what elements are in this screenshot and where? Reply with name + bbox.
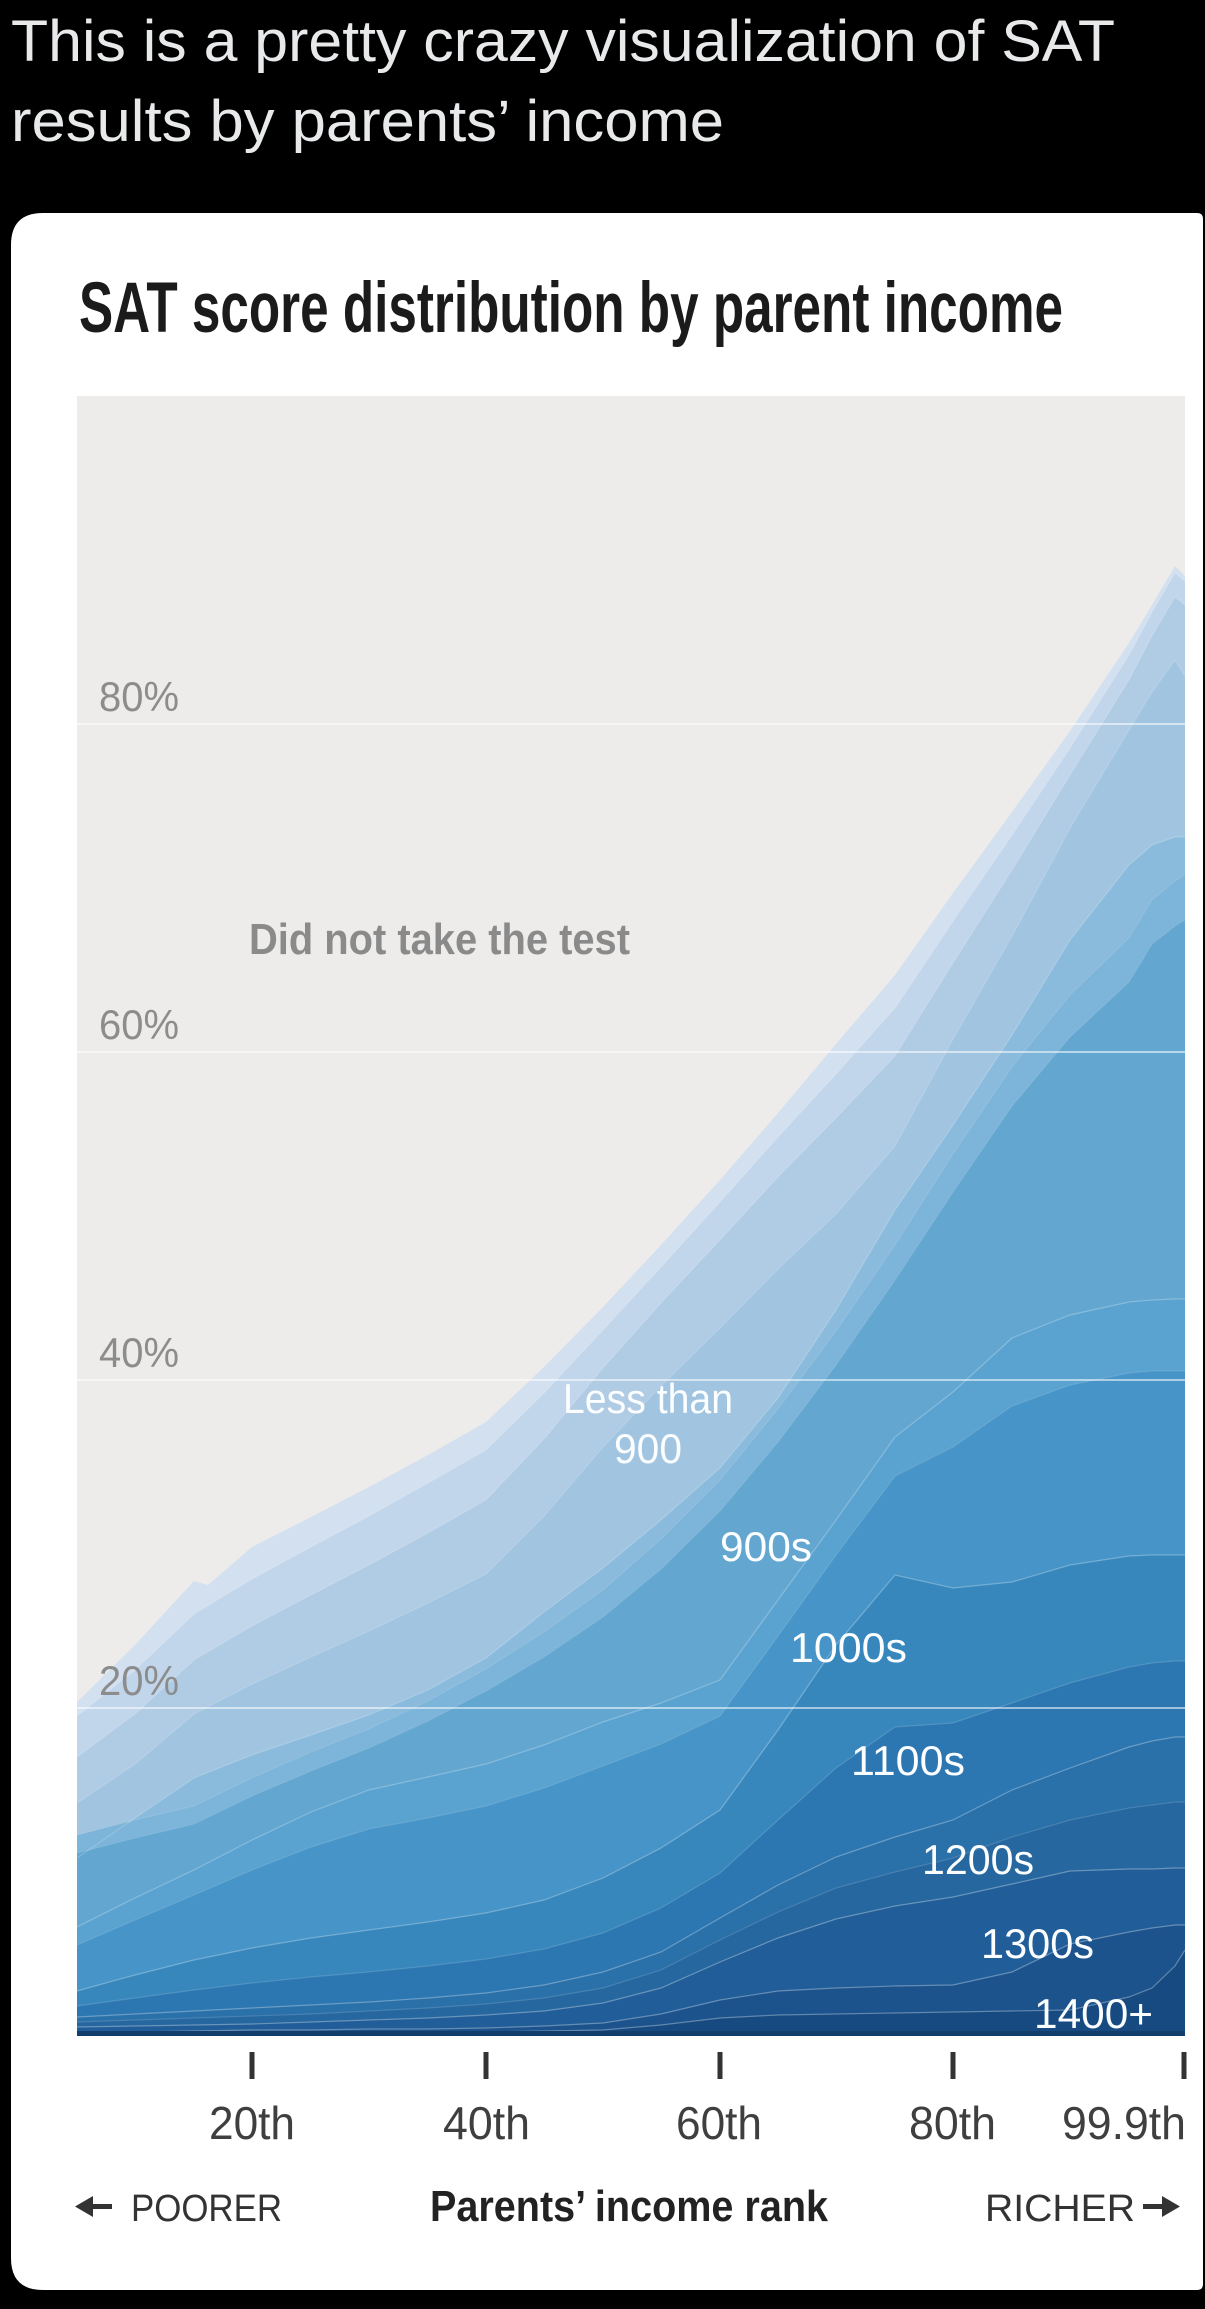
svg-text:20%: 20% (99, 1657, 179, 1704)
svg-text:RICHER: RICHER (985, 2188, 1135, 2230)
svg-text:900: 900 (614, 1425, 682, 1472)
svg-text:POORER: POORER (131, 2188, 282, 2230)
svg-text:40th: 40th (443, 2097, 530, 2149)
svg-text:Parents’ income rank: Parents’ income rank (430, 2182, 828, 2231)
svg-text:Did not take the test: Did not take the test (249, 915, 630, 964)
svg-text:99.9th: 99.9th (1062, 2097, 1186, 2149)
svg-text:1100s: 1100s (851, 1737, 965, 1784)
svg-text:900s: 900s (720, 1523, 812, 1570)
svg-text:1200s: 1200s (922, 1836, 1034, 1883)
svg-text:60%: 60% (99, 1001, 179, 1048)
svg-text:80%: 80% (99, 673, 179, 720)
svg-text:Less than: Less than (563, 1375, 733, 1422)
svg-text:1400+: 1400+ (1034, 1990, 1153, 2037)
svg-text:1300s: 1300s (981, 1920, 1094, 1967)
svg-text:60th: 60th (676, 2097, 762, 2149)
svg-text:20th: 20th (209, 2097, 295, 2149)
svg-text:results by parents’ income: results by parents’ income (11, 89, 724, 154)
svg-text:1000s: 1000s (790, 1624, 907, 1671)
svg-text:80th: 80th (909, 2097, 996, 2149)
svg-text:40%: 40% (99, 1329, 179, 1376)
svg-text:SAT score distribution by pare: SAT score distribution by parent income (79, 269, 1063, 348)
svg-text:This is a pretty crazy visuali: This is a pretty crazy visualization of … (11, 9, 1115, 74)
